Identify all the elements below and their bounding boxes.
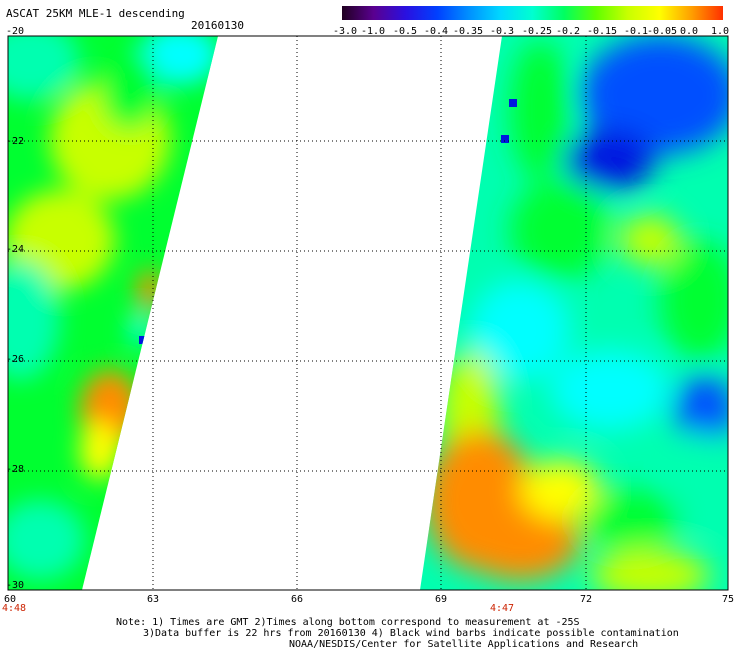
lat-label: -26: [6, 354, 25, 365]
map-date: 20160130: [191, 19, 244, 32]
colorbar-tick-label: -0.2: [555, 26, 581, 37]
colorbar-gradient: [342, 6, 723, 20]
colorbar-tick-label: -0.3: [489, 26, 515, 37]
swath-color-region: [580, 36, 728, 155]
colorbar-tick-label: -1.0: [360, 26, 386, 37]
swath-pixel: [509, 99, 517, 107]
colorbar-tick-label: 0.0: [679, 26, 699, 37]
swath-color-region: [8, 260, 60, 380]
lon-label: 60: [3, 594, 17, 605]
swath-time-left: 4:48: [2, 603, 27, 614]
lon-label: 63: [146, 594, 160, 605]
lat-label: -24: [6, 244, 25, 255]
colorbar-tick-label: -0.25: [521, 26, 553, 37]
swath-color-region: [675, 430, 725, 530]
swath-color-region: [460, 500, 580, 580]
footer-note-line2: 3)Data buffer is 22 hrs from 20160130 4)…: [143, 628, 679, 639]
colorbar-tick-label: -0.15: [586, 26, 618, 37]
colorbar-tick-label: -3.0: [332, 26, 358, 37]
footer-note-line1: Note: 1) Times are GMT 2)Times along bot…: [116, 617, 580, 628]
swath-color-region: [620, 215, 680, 265]
colorbar-tick-label: -0.35: [452, 26, 484, 37]
lat-lon-grid: [8, 36, 728, 590]
swath-color-region: [590, 550, 710, 590]
swath-color-region: [8, 36, 80, 100]
colorbar-tick-label: -0.4: [423, 26, 449, 37]
swath-pixel: [139, 336, 147, 344]
lon-label: 69: [434, 594, 448, 605]
right-swath: [420, 36, 728, 590]
lon-label: 75: [721, 594, 735, 605]
swath-color-region: [100, 50, 160, 130]
swath-time-right: 4:47: [490, 603, 515, 614]
swath-color-region: [510, 180, 610, 280]
swath-color-region: [510, 40, 570, 180]
lat-label: -30: [6, 580, 25, 591]
swath-color-region: [550, 350, 670, 430]
swath-color-region: [565, 130, 655, 190]
lon-label: 66: [290, 594, 304, 605]
left-swath: [8, 36, 218, 590]
map-frame: [7, 35, 729, 591]
swath-color-region: [138, 270, 162, 310]
swath-color-region: [580, 490, 680, 550]
lat-label: -20: [6, 26, 25, 37]
colorbar: [342, 6, 723, 20]
lat-label: -28: [6, 464, 25, 475]
colorbar-tick-label: -0.1: [623, 26, 649, 37]
swath-color-region: [520, 460, 600, 520]
map-title: ASCAT 25KM MLE-1 descending: [6, 7, 185, 20]
swath-color-region: [8, 500, 85, 580]
colorbar-tick-label: -0.5: [392, 26, 418, 37]
colorbar-tick-label: 1.0: [710, 26, 730, 37]
footer-credit: NOAA/NESDIS/Center for Satellite Applica…: [289, 639, 639, 650]
swath-color-region: [675, 375, 728, 445]
swath-color-region: [80, 420, 120, 480]
swath-color-region: [470, 280, 570, 380]
swath-color-region: [660, 240, 728, 360]
lon-label: 72: [579, 594, 593, 605]
lat-label: -22: [6, 136, 25, 147]
colorbar-tick-label: -0.05: [646, 26, 678, 37]
swath-color-region: [140, 36, 218, 85]
swath-pixel: [501, 135, 509, 143]
